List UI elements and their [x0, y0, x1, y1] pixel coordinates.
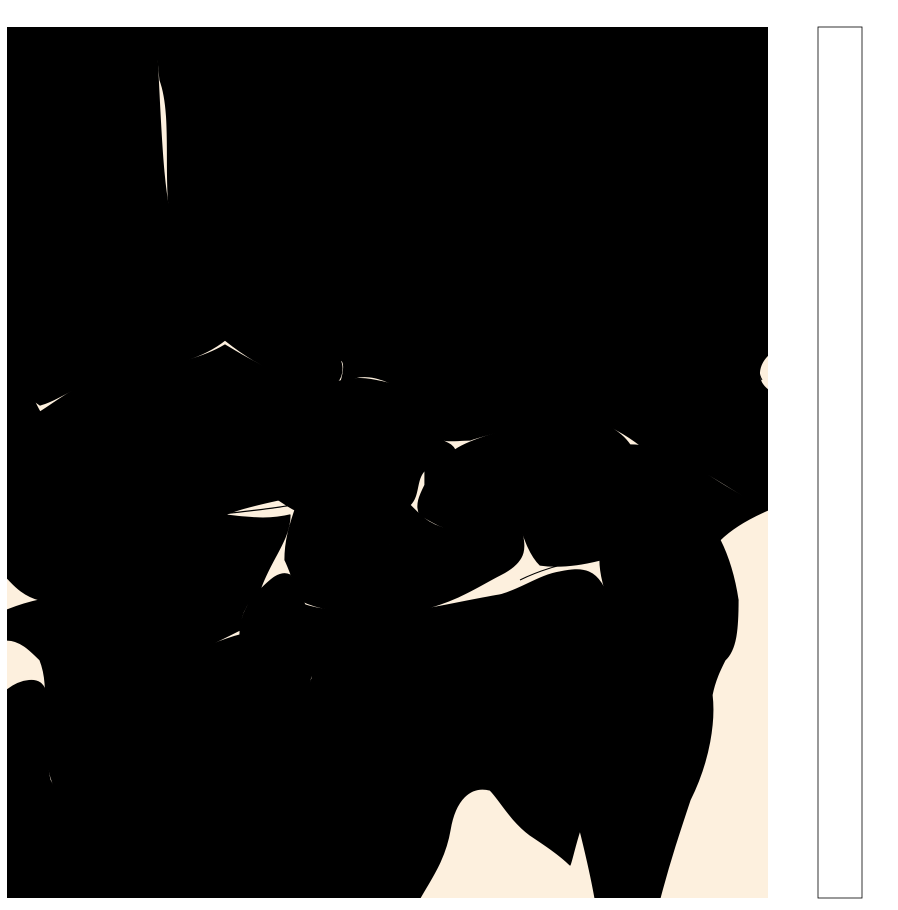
harbour-line [519, 551, 641, 581]
region-randwick[interactable] [574, 649, 714, 898]
region-hills[interactable] [7, 27, 226, 406]
map-area [7, 27, 768, 898]
colorbar [817, 26, 863, 899]
colorbar-scale [817, 26, 863, 899]
coast-line [758, 354, 768, 381]
river-line [221, 502, 341, 515]
region-bayside[interactable] [339, 723, 619, 898]
